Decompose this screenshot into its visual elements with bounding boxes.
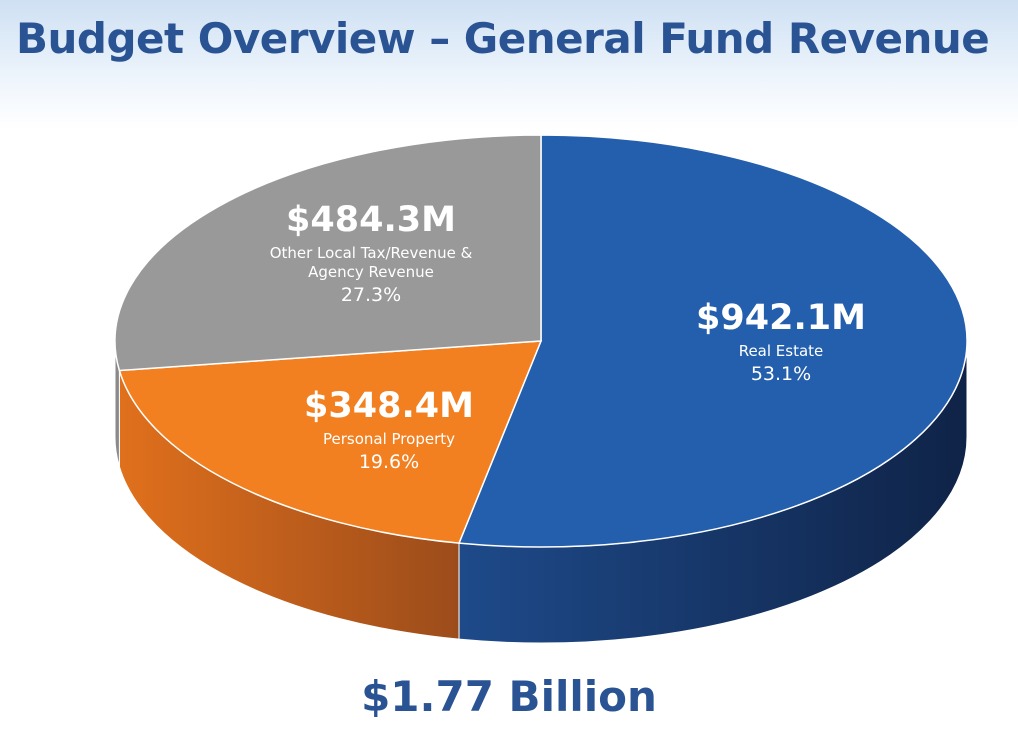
slice-label-other-local-tax-revenue-agency-revenue: $484.3M Other Local Tax/Revenue &Agency R…: [270, 200, 473, 306]
slice-percent-label: 27.3%: [341, 284, 401, 306]
pie-slice-real-estate: [457, 134, 968, 548]
pie-labels: $942.1M Real Estate 53.1% $348.4M Personal P…: [270, 200, 866, 473]
slice-value-label: $348.4M: [304, 386, 474, 426]
slice-name-label: Personal Property: [323, 430, 455, 448]
slice-name-label: Agency Revenue: [308, 263, 434, 281]
header-background: [0, 0, 1018, 130]
slice-name-label: Real Estate: [739, 342, 824, 360]
total-revenue-label: $1.77 Billion: [361, 672, 657, 721]
slice-label-real-estate: $942.1M Real Estate 53.1%: [696, 298, 866, 385]
slice-name-label: Other Local Tax/Revenue &: [270, 244, 473, 262]
slice-label-personal-property: $348.4M Personal Property 19.6%: [304, 386, 474, 473]
pie-slice-personal-property: [118, 340, 543, 544]
pie-slice-other-local-tax-revenue-agency-revenue: [114, 134, 542, 372]
slice-value-label: $484.3M: [286, 200, 456, 240]
page-title: Budget Overview – General Fund Revenue: [16, 14, 990, 63]
slice-value-label: $942.1M: [696, 298, 866, 338]
slice-percent-label: 53.1%: [751, 363, 811, 385]
slice-percent-label: 19.6%: [359, 451, 419, 473]
pie-tops: [114, 134, 968, 548]
